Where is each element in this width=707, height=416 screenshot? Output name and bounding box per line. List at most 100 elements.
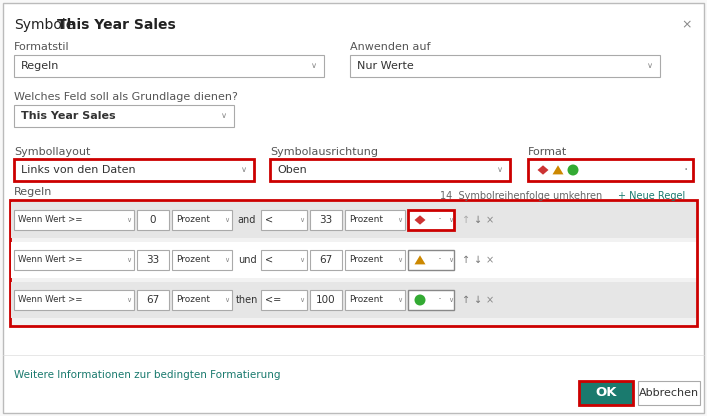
Text: Regeln: Regeln	[14, 187, 52, 197]
Text: 0: 0	[150, 215, 156, 225]
Bar	[14, 210, 134, 230]
Text: ↓: ↓	[474, 215, 482, 225]
Text: ∨: ∨	[300, 297, 305, 303]
Bar	[528, 159, 693, 181]
Polygon shape	[414, 215, 426, 225]
Bar	[261, 290, 307, 310]
Bar	[345, 210, 405, 230]
Text: ∨: ∨	[647, 62, 653, 70]
Polygon shape	[414, 255, 426, 265]
Bar	[11, 202, 696, 238]
Bar	[172, 210, 232, 230]
Text: Formatstil: Formatstil	[14, 42, 69, 52]
Text: Weitere Informationen zur bedingten Formatierung: Weitere Informationen zur bedingten Form…	[14, 370, 281, 380]
Text: and: and	[238, 215, 256, 225]
Text: ∨: ∨	[221, 111, 227, 121]
Text: 67: 67	[320, 255, 332, 265]
Bar	[345, 250, 405, 270]
Text: ·: ·	[438, 213, 442, 226]
Text: This Year Sales: This Year Sales	[21, 111, 116, 121]
Bar	[350, 55, 660, 77]
Text: ↑: ↑	[462, 215, 470, 225]
Text: ∨: ∨	[497, 166, 503, 174]
Text: ∨: ∨	[448, 217, 454, 223]
Text: Anwenden auf: Anwenden auf	[350, 42, 431, 52]
Text: <=: <=	[265, 295, 281, 305]
Text: Prozent: Prozent	[349, 215, 383, 225]
Bar	[10, 200, 697, 326]
Bar	[172, 250, 232, 270]
Text: ·: ·	[438, 294, 442, 307]
Text: ↑: ↑	[462, 255, 470, 265]
Bar	[14, 105, 234, 127]
Text: ↓: ↓	[474, 255, 482, 265]
Bar	[137, 210, 169, 230]
Text: Regeln: Regeln	[21, 61, 59, 71]
Text: ∨: ∨	[311, 62, 317, 70]
Bar	[638, 381, 700, 405]
Circle shape	[568, 164, 578, 176]
Bar	[408, 290, 454, 310]
Text: OK: OK	[595, 386, 617, 399]
Polygon shape	[552, 165, 563, 174]
Bar	[172, 290, 232, 310]
Text: 33: 33	[320, 215, 332, 225]
Text: ∨: ∨	[300, 217, 305, 223]
Text: ∨: ∨	[448, 297, 454, 303]
Text: 14  Symbolreihenfolge umkehren: 14 Symbolreihenfolge umkehren	[440, 191, 602, 201]
Text: ∨: ∨	[300, 257, 305, 263]
Bar	[11, 282, 696, 318]
Bar	[408, 250, 454, 270]
Text: <: <	[265, 255, 273, 265]
Text: Links von den Daten: Links von den Daten	[21, 165, 136, 175]
Text: <: <	[265, 215, 273, 225]
Text: Oben: Oben	[277, 165, 307, 175]
Text: ∨: ∨	[224, 257, 230, 263]
Text: ∨: ∨	[127, 257, 132, 263]
Text: Wenn Wert >=: Wenn Wert >=	[18, 295, 83, 305]
Text: ∨: ∨	[241, 166, 247, 174]
Text: Symbollayout: Symbollayout	[14, 147, 90, 157]
Text: Welches Feld soll als Grundlage dienen?: Welches Feld soll als Grundlage dienen?	[14, 92, 238, 102]
Text: ∨: ∨	[397, 217, 402, 223]
Text: Prozent: Prozent	[176, 255, 210, 265]
Text: Prozent: Prozent	[349, 295, 383, 305]
Text: und: und	[238, 255, 257, 265]
Text: then: then	[236, 295, 258, 305]
Text: ·: ·	[684, 163, 688, 177]
Text: Prozent: Prozent	[176, 295, 210, 305]
Bar	[14, 290, 134, 310]
Bar	[310, 290, 342, 310]
Bar	[137, 250, 169, 270]
Text: Abbrechen: Abbrechen	[639, 388, 699, 398]
Bar	[261, 250, 307, 270]
Bar	[310, 250, 342, 270]
Bar	[14, 55, 324, 77]
Bar	[345, 290, 405, 310]
Text: + Neue Regel: + Neue Regel	[618, 191, 685, 201]
Text: 33: 33	[146, 255, 160, 265]
Text: ×: ×	[682, 18, 692, 31]
Text: ∨: ∨	[224, 217, 230, 223]
Text: ×: ×	[486, 215, 494, 225]
Text: ∨: ∨	[397, 257, 402, 263]
Polygon shape	[537, 165, 549, 175]
Bar	[310, 210, 342, 230]
Text: Wenn Wert >=: Wenn Wert >=	[18, 215, 83, 225]
Text: Nur Werte: Nur Werte	[357, 61, 414, 71]
Text: ×: ×	[486, 255, 494, 265]
Bar	[579, 381, 633, 405]
Text: ∨: ∨	[448, 257, 454, 263]
Bar	[11, 242, 696, 278]
Text: 100: 100	[316, 295, 336, 305]
Bar	[408, 210, 454, 230]
Bar	[270, 159, 510, 181]
Text: Prozent: Prozent	[176, 215, 210, 225]
Text: ·: ·	[438, 253, 442, 267]
Bar	[14, 159, 254, 181]
Bar	[137, 290, 169, 310]
Text: ∨: ∨	[127, 297, 132, 303]
Bar	[14, 250, 134, 270]
Circle shape	[414, 295, 426, 305]
Text: Prozent: Prozent	[349, 255, 383, 265]
